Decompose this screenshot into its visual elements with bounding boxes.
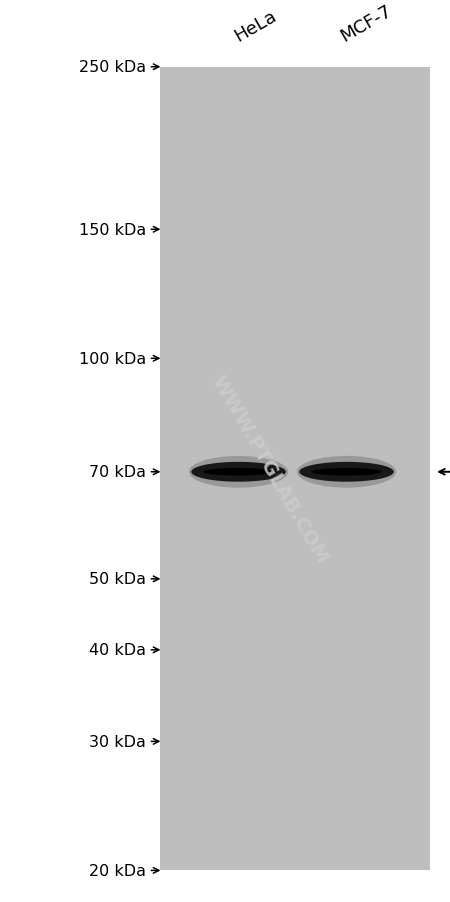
Bar (160, 68, 430, 870)
Ellipse shape (203, 468, 274, 476)
Text: 70 kDa: 70 kDa (89, 465, 146, 480)
Bar (0, 0, 160, 902)
Text: MCF-7: MCF-7 (338, 2, 395, 45)
Text: 50 kDa: 50 kDa (89, 572, 146, 586)
Bar (430, 0, 450, 902)
Ellipse shape (299, 463, 394, 483)
Text: 40 kDa: 40 kDa (89, 642, 146, 658)
Text: HeLa: HeLa (232, 6, 280, 45)
Ellipse shape (297, 456, 396, 488)
Ellipse shape (311, 468, 382, 476)
Text: WWW.PTGLAB.COM: WWW.PTGLAB.COM (208, 372, 332, 566)
Ellipse shape (191, 463, 286, 483)
Text: 30 kDa: 30 kDa (90, 734, 146, 749)
Text: 250 kDa: 250 kDa (79, 60, 146, 75)
Text: 100 kDa: 100 kDa (79, 352, 146, 366)
Text: 150 kDa: 150 kDa (79, 223, 146, 237)
Ellipse shape (189, 456, 288, 488)
Text: 20 kDa: 20 kDa (89, 863, 146, 878)
